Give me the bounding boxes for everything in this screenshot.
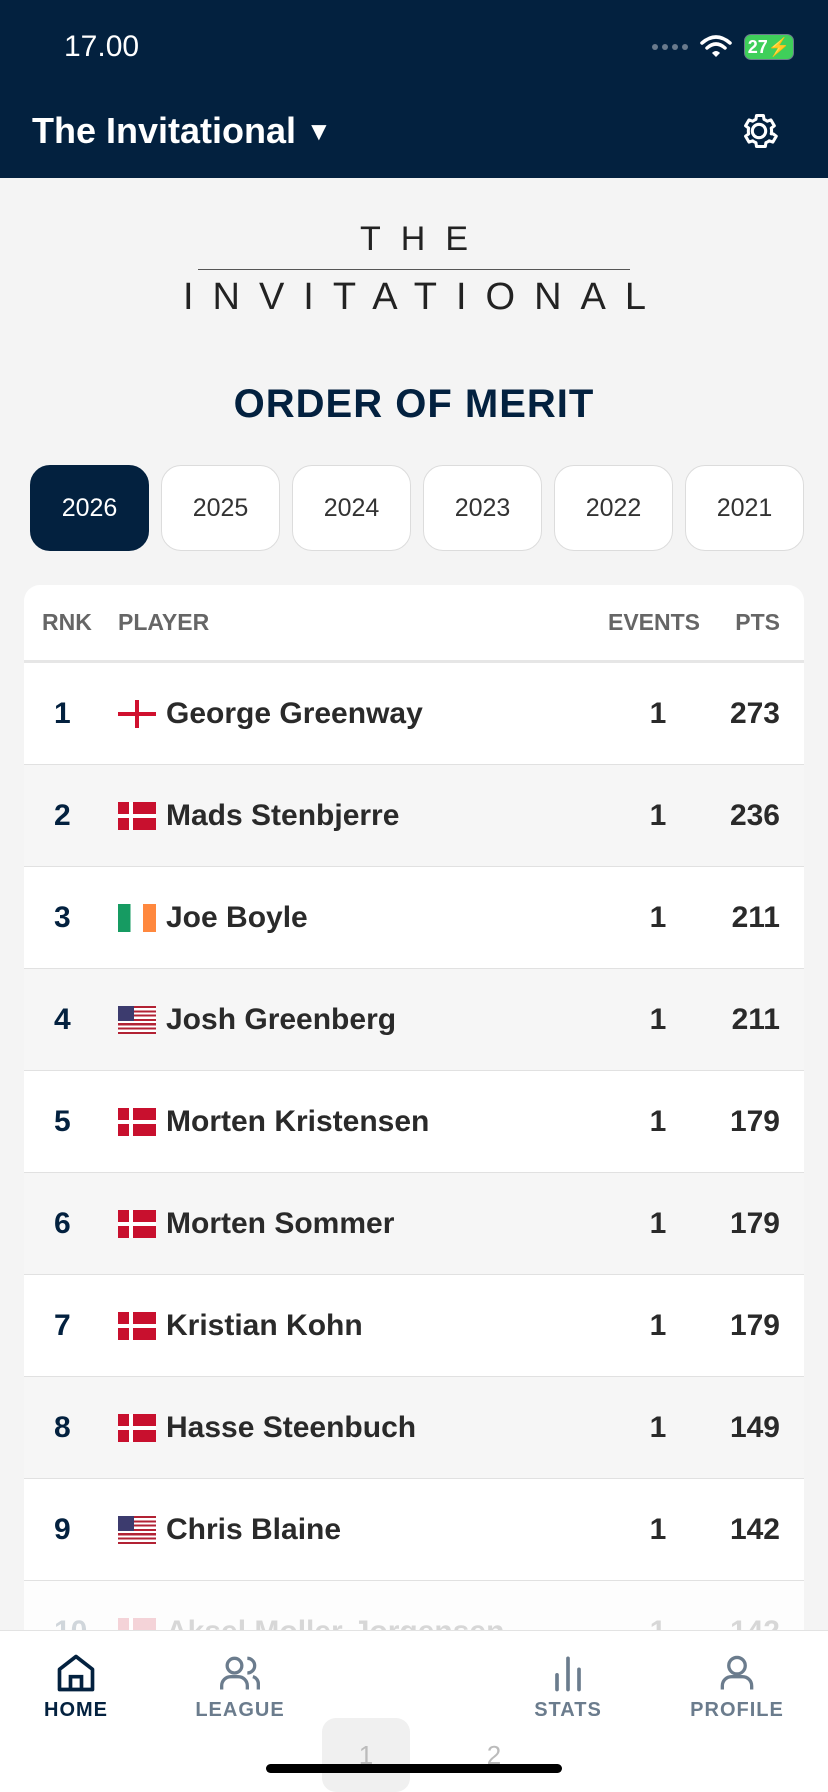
table-row[interactable]: 3 Joe Boyle 1 211 [24,867,804,969]
player-name: Chris Blaine [166,1512,342,1546]
row-rank: 4 [54,1002,71,1036]
row-events: 1 [649,1410,667,1444]
nav-stats-label: STATS [534,1699,602,1721]
denmark-flag-icon [118,1413,156,1442]
tab-year-2025[interactable]: 2025 [161,465,280,551]
invitational-logo: THE INVITATIONAL [0,220,828,319]
tab-year-2024[interactable]: 2024 [292,465,411,551]
table-row[interactable]: 2 Mads Stenbjerre 1 236 [24,765,804,867]
row-rank: 3 [54,900,71,934]
page-2-button[interactable]: 2 [486,1739,502,1770]
row-events: 1 [649,1308,667,1342]
table-row[interactable]: 6 Morten Sommer 1 179 [24,1173,804,1275]
user-icon [720,1655,754,1690]
player-name: George Greenway [166,696,423,730]
table-row[interactable]: 8 Hasse Steenbuch 1 149 [24,1377,804,1479]
row-rank: 8 [54,1410,71,1444]
row-rank: 1 [54,696,71,730]
header-rank: RNK [42,609,92,635]
table-row[interactable]: 9 Chris Blaine 1 142 [24,1479,804,1581]
row-events: 1 [649,1104,667,1138]
row-points: 273 [729,696,780,730]
usa-flag-icon [118,1515,156,1544]
row-points: 211 [731,1002,780,1036]
row-events: 1 [649,900,667,934]
nav-home[interactable]: HOME [11,1651,141,1722]
player-name: Joe Boyle [166,900,308,934]
row-points: 179 [729,1308,780,1342]
table-row[interactable]: 1 George Greenway 1 273 [24,663,804,765]
gear-icon[interactable] [736,108,782,154]
denmark-flag-icon [118,1209,156,1238]
row-points: 236 [729,798,780,832]
row-events: 1 [649,798,667,832]
caret-down-icon: ▼ [306,115,332,146]
battery-icon: 27 ⚡ [744,34,794,60]
tab-year-2021[interactable]: 2021 [685,465,804,551]
row-points: 179 [729,1206,780,1240]
denmark-flag-icon [118,1311,156,1340]
page-title: ORDER OF MERIT [233,382,595,426]
nav-stats[interactable]: STATS [503,1651,633,1722]
home-indicator [266,1764,562,1773]
logo-divider [198,269,630,270]
player-name: Kristian Kohn [166,1308,363,1342]
battery-level: 27 [747,36,768,57]
header-player: PLAYER [118,609,210,635]
bar-chart-icon [555,1656,581,1692]
home-icon [57,1654,95,1692]
england-flag-icon [118,699,156,728]
row-events: 1 [649,1512,667,1546]
row-rank: 6 [54,1206,71,1240]
nav-profile-label: PROFILE [690,1699,784,1721]
logo-the: THE [360,220,488,258]
row-events: 1 [649,696,667,730]
table-row[interactable]: 5 Morten Kristensen 1 179 [24,1071,804,1173]
ireland-flag-icon [118,903,156,932]
denmark-flag-icon [118,1107,156,1136]
header-events: EVENTS [607,609,701,635]
player-name: Morten Sommer [166,1206,395,1240]
row-points: 211 [731,900,780,934]
player-name: Hasse Steenbuch [166,1410,417,1444]
player-name: Josh Greenberg [166,1002,397,1036]
status-time: 17.00 [64,30,140,63]
pagination: 1 2 [322,1718,538,1792]
app-title: The Invitational [32,110,297,151]
row-rank: 7 [54,1308,71,1342]
league-selector[interactable]: The Invitational ▼ [32,110,332,152]
row-points: 179 [729,1104,780,1138]
tab-year-2023[interactable]: 2023 [423,465,542,551]
player-name: Morten Kristensen [166,1104,430,1138]
tab-year-2022[interactable]: 2022 [554,465,673,551]
table-header: RNK PLAYER EVENTS PTS [24,585,804,663]
wifi-icon [700,35,732,57]
users-icon [220,1656,260,1690]
row-rank: 2 [54,798,71,832]
row-events: 1 [649,1206,667,1240]
denmark-flag-icon [118,801,156,830]
tab-year-2026[interactable]: 2026 [30,465,149,551]
header-points: PTS [735,609,780,635]
order-of-merit-table: RNK PLAYER EVENTS PTS 1 George Greenway … [24,585,804,1683]
nav-home-label: HOME [44,1699,108,1721]
usa-flag-icon [118,1005,156,1034]
row-rank: 5 [54,1104,71,1138]
year-tabs: 2026 2025 2024 2023 2022 2021 [30,465,804,551]
row-events: 1 [649,1002,667,1036]
nav-league-label: LEAGUE [195,1699,285,1721]
logo-invitational: INVITATIONAL [182,276,666,318]
cellular-signal-icon [652,44,688,50]
status-icons: 27 ⚡ [652,34,794,60]
page-1-button[interactable]: 1 [322,1718,410,1792]
app-header: 17.00 27 ⚡ The Invitational ▼ [0,0,828,178]
table-row[interactable]: 4 Josh Greenberg 1 211 [24,969,804,1071]
nav-league[interactable]: LEAGUE [175,1651,305,1722]
row-rank: 9 [54,1512,71,1546]
table-row[interactable]: 7 Kristian Kohn 1 179 [24,1275,804,1377]
row-points: 149 [729,1410,780,1444]
row-points: 142 [729,1512,780,1546]
nav-profile[interactable]: PROFILE [672,1651,802,1722]
player-name: Mads Stenbjerre [166,798,400,832]
